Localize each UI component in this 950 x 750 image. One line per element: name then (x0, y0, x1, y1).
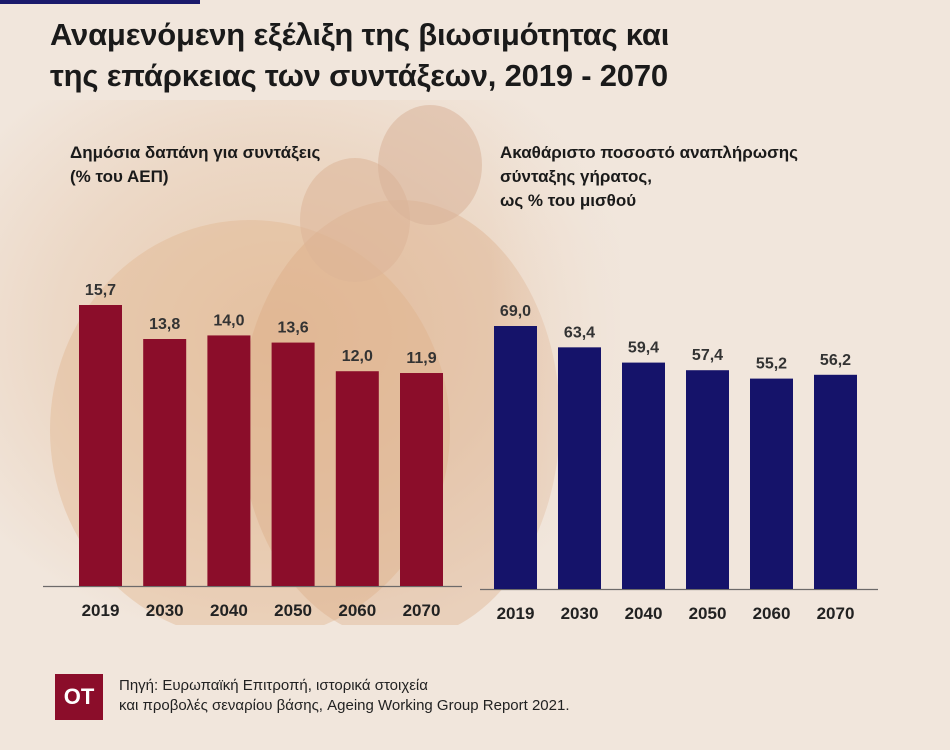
right-tick-label-2060: 2060 (753, 604, 791, 623)
page-title-line1: Αναμενόμενη εξέλιξη της βιωσιμότητας και (50, 17, 670, 52)
right-bar-2050 (686, 370, 729, 589)
left-tick-label-2050: 2050 (274, 601, 312, 620)
page-title-line2: της επάρκειας των συντάξεων, 2019 - 2070 (50, 58, 668, 93)
left-chart-title-line2: (% του ΑΕΠ) (70, 167, 169, 186)
left-bar-2050 (271, 342, 315, 586)
right-bar-2070 (814, 374, 857, 589)
right-tick-label-2040: 2040 (625, 604, 663, 623)
left-value-label-2070: 11,9 (406, 350, 436, 367)
left-value-label-2050: 13,6 (278, 320, 309, 337)
left-bar-2030 (143, 339, 187, 586)
left-tick-label-2019: 2019 (82, 601, 120, 620)
right-chart-title-line2: σύνταξης γήρατος, (500, 167, 652, 186)
left-tick-label-2070: 2070 (403, 601, 441, 620)
right-bar-2040 (622, 362, 665, 589)
right-chart-title-line3: ως % του μισθού (500, 191, 637, 210)
left-bar-2060 (335, 371, 379, 586)
source-line2: και προβολές σεναρίου βάσης, Ageing Work… (119, 697, 570, 714)
left-tick-label-2040: 2040 (210, 601, 248, 620)
right-tick-label-2050: 2050 (689, 604, 727, 623)
left-value-label-2040: 14,0 (213, 312, 244, 329)
right-bar-2019 (494, 326, 537, 589)
left-chart-title: Δημόσια δαπάνη για συντάξεις (% του ΑΕΠ) (70, 141, 410, 189)
left-value-label-2060: 12,0 (342, 348, 373, 365)
right-value-label-2050: 57,4 (692, 347, 723, 364)
right-bar-2030 (558, 347, 601, 589)
ot-logo: ΟΤ (55, 674, 103, 720)
left-bar-chart: 15,7 2019 13,8 2030 14,0 2040 13,6 2050 12,0 2060… (43, 282, 462, 620)
right-chart-title: Ακαθάριστο ποσοστό αναπλήρωσης σύνταξης … (500, 141, 900, 213)
source-line1: Πηγή: Ευρωπαϊκή Επιτροπή, ιστορικά στοιχ… (119, 677, 428, 694)
right-bar-2060 (750, 378, 793, 589)
left-tick-label-2030: 2030 (146, 601, 184, 620)
right-bar-chart: 69,0 2019 63,4 2030 59,4 2040 57,4 2050 55,2 2060… (480, 303, 878, 623)
left-value-label-2019: 15,7 (85, 282, 116, 299)
left-chart-title-line1: Δημόσια δαπάνη για συντάξεις (70, 143, 321, 162)
right-value-label-2030: 63,4 (564, 324, 595, 341)
page-title: Αναμενόμενη εξέλιξη της βιωσιμότητας και… (50, 14, 910, 96)
left-bar-2070 (400, 373, 443, 586)
left-tick-label-2060: 2060 (338, 601, 376, 620)
right-value-label-2060: 55,2 (756, 356, 787, 373)
right-tick-label-2070: 2070 (817, 604, 855, 623)
left-bar-2019 (79, 305, 122, 586)
left-bar-2040 (207, 335, 251, 586)
top-accent-rule (0, 0, 200, 4)
right-value-label-2070: 56,2 (820, 352, 851, 369)
source-note: Πηγή: Ευρωπαϊκή Επιτροπή, ιστορικά στοιχ… (119, 676, 570, 716)
left-value-label-2030: 13,8 (149, 316, 180, 333)
right-value-label-2040: 59,4 (628, 340, 659, 357)
right-tick-label-2019: 2019 (497, 604, 535, 623)
right-tick-label-2030: 2030 (561, 604, 599, 623)
footer: ΟΤ Πηγή: Ευρωπαϊκή Επιτροπή, ιστορικά στ… (55, 674, 915, 724)
right-chart-title-line1: Ακαθάριστο ποσοστό αναπλήρωσης (500, 143, 798, 162)
right-value-label-2019: 69,0 (500, 303, 531, 320)
